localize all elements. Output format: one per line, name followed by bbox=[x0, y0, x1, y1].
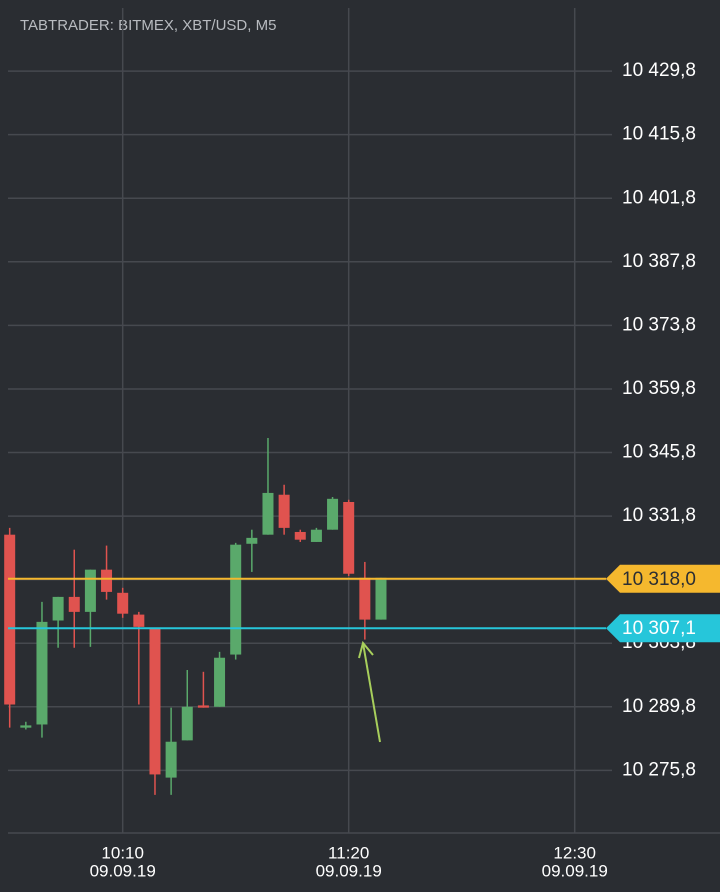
candle-body bbox=[149, 627, 161, 775]
candle-body bbox=[359, 577, 371, 620]
y-tick-label: 10 331,8 bbox=[622, 505, 696, 526]
annotation-arrow bbox=[358, 640, 381, 743]
y-tick-label: 10 359,8 bbox=[622, 378, 696, 399]
candle-body bbox=[117, 592, 129, 614]
y-tick-label: 10 275,8 bbox=[622, 759, 696, 780]
candle-body bbox=[4, 534, 16, 705]
candle-body bbox=[310, 529, 322, 542]
y-tick-label: 10 429,8 bbox=[622, 60, 696, 81]
price-label: 10 307,1 bbox=[622, 618, 696, 639]
candle-body bbox=[68, 596, 80, 612]
candle-body bbox=[375, 577, 387, 620]
x-tick-date: 09.09.19 bbox=[316, 861, 382, 880]
candle-body bbox=[20, 725, 32, 728]
y-tick-label: 10 401,8 bbox=[622, 187, 696, 208]
candle-body bbox=[84, 569, 96, 612]
candle-body bbox=[165, 741, 177, 778]
candle-body bbox=[262, 492, 274, 535]
candle-body bbox=[278, 494, 290, 528]
y-tick-label: 10 289,8 bbox=[622, 696, 696, 717]
candle-body bbox=[133, 614, 145, 627]
chart-title: TABTRADER: BITMEX, XBT/USD, M5 bbox=[20, 17, 276, 34]
candle-body bbox=[36, 621, 48, 725]
y-tick-label: 10 415,8 bbox=[622, 124, 696, 145]
y-tick-label: 10 387,8 bbox=[622, 251, 696, 272]
candle-body bbox=[52, 596, 64, 621]
x-tick-label: 12:30 bbox=[553, 843, 596, 862]
x-tick-date: 09.09.19 bbox=[542, 861, 608, 880]
candle-body bbox=[214, 657, 226, 707]
candle-body bbox=[197, 705, 209, 708]
y-tick-label: 10 373,8 bbox=[622, 314, 696, 335]
price-label: 10 318,0 bbox=[622, 569, 696, 590]
x-tick-date: 09.09.19 bbox=[90, 861, 156, 880]
candle-body bbox=[101, 569, 113, 592]
y-tick-label: 10 345,8 bbox=[622, 442, 696, 463]
arrow-head bbox=[358, 640, 374, 659]
candle-body bbox=[294, 531, 306, 540]
x-tick-label: 11:20 bbox=[328, 843, 369, 862]
candle-body bbox=[343, 502, 355, 574]
candle-body bbox=[327, 498, 339, 530]
candle-body bbox=[230, 544, 242, 655]
price-badge bbox=[606, 614, 720, 643]
candle-body bbox=[246, 537, 258, 544]
candle-body bbox=[181, 706, 193, 741]
price-badge bbox=[606, 564, 720, 593]
arrow-shaft bbox=[362, 642, 381, 743]
x-tick-label: 10:10 bbox=[101, 843, 144, 862]
